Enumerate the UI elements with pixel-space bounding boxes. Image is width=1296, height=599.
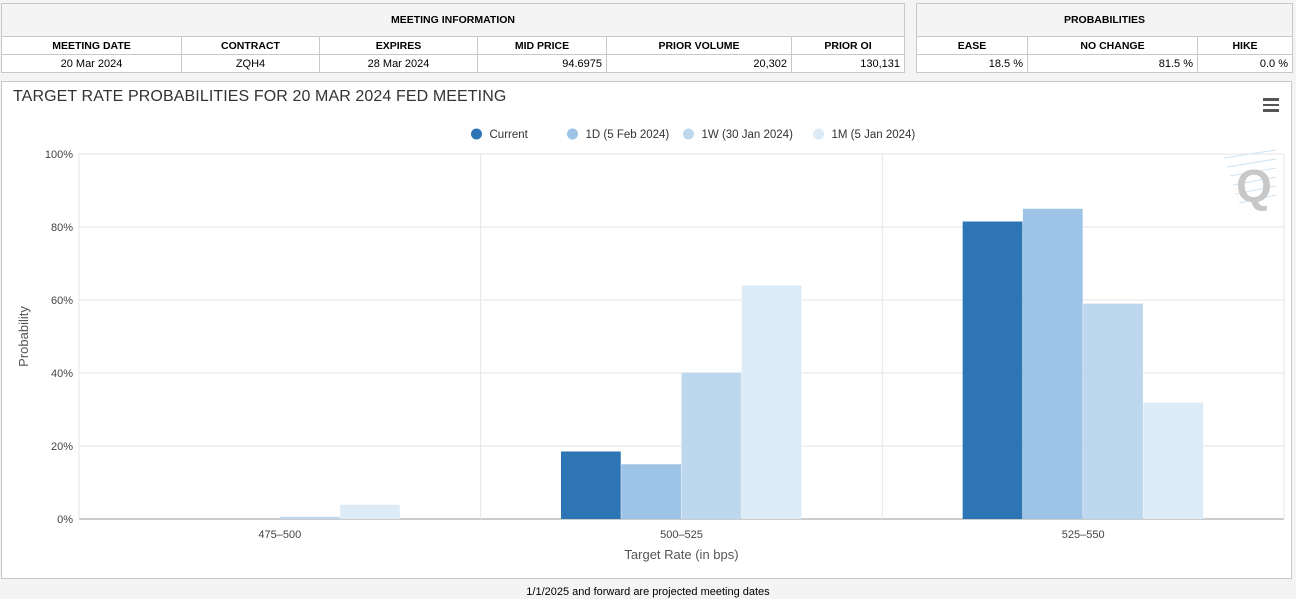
legend-label-3: 1M (5 Jan 2024) bbox=[832, 129, 916, 141]
value-prior-volume: 20,302 bbox=[606, 54, 792, 73]
watermark-stripe bbox=[1232, 176, 1277, 186]
watermark-stripe bbox=[1235, 185, 1277, 195]
value-ease: 18.5 % bbox=[916, 54, 1028, 73]
legend-marker-3 bbox=[813, 128, 824, 140]
watermark-stripe bbox=[1229, 167, 1277, 177]
header-contract: CONTRACT bbox=[181, 36, 320, 55]
chart-svg: 0% 20% 40% 60% 80% 100% 475–500 500–525 525–550 T… bbox=[16, 128, 1285, 562]
value-hike: 0.0 % bbox=[1197, 54, 1293, 73]
value-prior-oi: 130,131 bbox=[791, 54, 905, 73]
bar-475-500-3 bbox=[340, 504, 400, 519]
header-meeting-date: MEETING DATE bbox=[1, 36, 182, 55]
bar-500-525-3 bbox=[741, 285, 802, 519]
meeting-info-table: MEETING INFORMATION MEETING DATE CONTRAC… bbox=[1, 3, 905, 73]
y-tick-label: 40% bbox=[51, 368, 73, 380]
legend-label-0: Current bbox=[490, 129, 529, 141]
y-axis-title: Probability bbox=[16, 306, 31, 367]
y-tick-label: 0% bbox=[57, 514, 73, 526]
header-no-change: NO CHANGE bbox=[1027, 36, 1198, 55]
value-meeting-date: 20 Mar 2024 bbox=[1, 54, 182, 73]
legend-marker-2 bbox=[683, 128, 694, 140]
value-contract: ZQH4 bbox=[181, 54, 320, 73]
header-prior-oi: PRIOR OI bbox=[791, 36, 905, 55]
legend-marker-0 bbox=[471, 128, 482, 140]
bar-525-550-0 bbox=[962, 221, 1023, 519]
chart-panel: TARGET RATE PROBABILITIES FOR 20 MAR 202… bbox=[1, 81, 1292, 579]
header-hike: HIKE bbox=[1197, 36, 1293, 55]
header-expires: EXPIRES bbox=[319, 36, 478, 55]
header-ease: EASE bbox=[916, 36, 1028, 55]
legend-label-2: 1W (30 Jan 2024) bbox=[702, 129, 794, 141]
bar-525-550-1 bbox=[1022, 208, 1083, 519]
value-expires: 28 Mar 2024 bbox=[319, 54, 478, 73]
bar-475-500-2 bbox=[279, 516, 340, 519]
hamburger-menu-icon[interactable] bbox=[1263, 98, 1279, 112]
y-tick-label: 60% bbox=[51, 295, 73, 307]
bar-525-550-3 bbox=[1143, 402, 1204, 519]
legend-marker-1 bbox=[567, 128, 578, 140]
footer-note: 1/1/2025 and forward are projected meeti… bbox=[526, 586, 770, 598]
bar-500-525-0 bbox=[561, 451, 621, 519]
x-tick-label: 525–550 bbox=[1062, 529, 1105, 541]
y-tick-label: 80% bbox=[51, 222, 73, 234]
bar-525-550-2 bbox=[1083, 303, 1143, 519]
watermark-stripe bbox=[1226, 158, 1277, 168]
chart-title: TARGET RATE PROBABILITIES FOR 20 MAR 202… bbox=[13, 88, 507, 105]
watermark-stripe bbox=[1238, 194, 1277, 204]
x-axis-title: Target Rate (in bps) bbox=[624, 547, 738, 562]
meeting-info-title: MEETING INFORMATION bbox=[1, 3, 905, 37]
watermark-stripe bbox=[1223, 149, 1277, 159]
x-tick-label: 475–500 bbox=[258, 529, 301, 541]
value-mid-price: 94.6975 bbox=[477, 54, 607, 73]
value-no-change: 81.5 % bbox=[1027, 54, 1198, 73]
watermark-logo-icon: Q bbox=[1236, 160, 1272, 212]
y-tick-label: 100% bbox=[45, 149, 73, 161]
bar-500-525-2 bbox=[681, 372, 742, 519]
probabilities-title: PROBABILITIES bbox=[916, 3, 1293, 37]
header-prior-volume: PRIOR VOLUME bbox=[606, 36, 792, 55]
x-tick-label: 500–525 bbox=[660, 529, 703, 541]
legend-label-1: 1D (5 Feb 2024) bbox=[586, 129, 670, 141]
header-mid-price: MID PRICE bbox=[477, 36, 607, 55]
y-tick-label: 20% bbox=[51, 441, 73, 453]
probabilities-table: PROBABILITIES EASE NO CHANGE HIKE 18.5 %… bbox=[916, 3, 1293, 73]
bar-500-525-1 bbox=[621, 464, 681, 519]
